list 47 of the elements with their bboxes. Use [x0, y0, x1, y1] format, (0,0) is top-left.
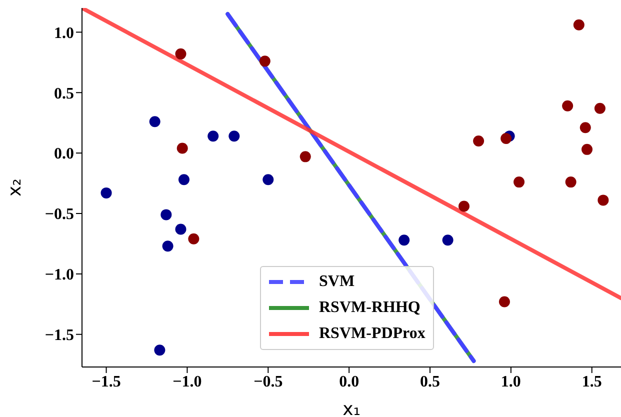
- legend-label: RSVM-RHHQ: [319, 299, 420, 317]
- point: [100, 187, 112, 198]
- x-tick-label: −0.5: [254, 373, 283, 390]
- point: [208, 130, 219, 142]
- point: [175, 224, 186, 235]
- point: [580, 122, 591, 134]
- y-tick-label: −1.0: [44, 266, 74, 284]
- point: [162, 240, 174, 252]
- point: [259, 56, 270, 67]
- point: [498, 296, 510, 308]
- y-tick-label: −1.5: [44, 327, 74, 344]
- point: [573, 19, 584, 30]
- x-axis-title: x₁: [342, 399, 360, 417]
- point: [473, 135, 484, 146]
- point: [594, 102, 606, 114]
- point: [500, 133, 512, 144]
- legend-label: RSVM-PDProx: [319, 325, 426, 343]
- y-tick-label: 1.0: [54, 24, 74, 42]
- point: [262, 174, 274, 186]
- point: [176, 142, 188, 154]
- point: [514, 176, 525, 188]
- point: [598, 194, 609, 206]
- point: [149, 116, 160, 128]
- point: [398, 234, 410, 246]
- point: [300, 151, 311, 162]
- point: [175, 48, 186, 60]
- point: [565, 176, 576, 188]
- x-tick-label: 0.0: [339, 373, 360, 390]
- x-tick-label: −1.0: [172, 373, 202, 390]
- point: [188, 233, 200, 244]
- x-tick-label: −1.5: [92, 373, 121, 390]
- point: [562, 100, 574, 112]
- legend-label: SVM: [319, 273, 355, 291]
- point: [442, 234, 454, 246]
- y-tick-label: −0.5: [44, 206, 74, 224]
- point: [178, 174, 190, 186]
- y-axis-title: x₂: [4, 178, 26, 196]
- point: [154, 344, 166, 356]
- x-tick-label: 1.0: [500, 373, 521, 390]
- point: [160, 209, 172, 220]
- y-tick-label: 0.0: [54, 146, 74, 163]
- y-tick-label: 0.5: [54, 85, 74, 102]
- point: [458, 200, 470, 212]
- point: [582, 144, 593, 155]
- x-tick-label: 0.5: [420, 373, 440, 390]
- x-tick-label: 1.5: [582, 373, 602, 390]
- point: [228, 130, 240, 142]
